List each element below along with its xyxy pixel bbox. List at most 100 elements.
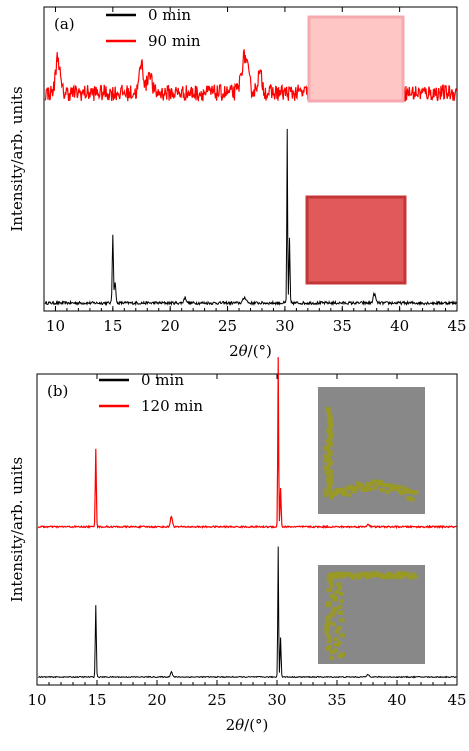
inset-crystal	[327, 450, 333, 454]
inset-crystal	[390, 484, 396, 489]
inset-crystal	[400, 485, 406, 490]
inset-crystal	[408, 489, 413, 494]
inset-crystal	[326, 428, 332, 433]
inset-crystal	[329, 584, 335, 589]
panel-label: (a)	[54, 15, 75, 33]
inset-crystal	[324, 624, 330, 628]
inset-crystal	[324, 471, 330, 476]
inset-crystal	[336, 625, 342, 630]
inset-photo	[305, 195, 407, 285]
x-tick-label: 40	[390, 317, 409, 335]
inset-crystal	[337, 605, 343, 610]
inset-crystal	[334, 642, 340, 647]
inset-crystal	[328, 475, 334, 480]
panel-a: 10 15 20 25 30 35 40 45 2θ/(°) Intensity/arb. uni…	[8, 6, 467, 360]
inset-crystal	[324, 627, 330, 632]
inset-crystal	[404, 487, 410, 492]
inset-crystal	[328, 495, 334, 500]
inset-crystal	[326, 639, 332, 644]
inset-crystal	[328, 432, 334, 437]
inset-crystal	[327, 452, 333, 457]
x-tick-label: 35	[333, 317, 352, 335]
inset-crystal	[325, 439, 331, 444]
inset-crystal	[327, 417, 333, 422]
inset-crystal	[413, 490, 419, 495]
inset-crystal	[362, 488, 368, 492]
inset-crystal	[348, 484, 354, 489]
inset-crystal	[353, 486, 359, 491]
plot-frame	[36, 373, 458, 686]
inset-crystal	[337, 610, 343, 615]
x-tick-label: 45	[447, 317, 466, 335]
inset-crystal	[329, 575, 335, 580]
inset-crystal	[323, 492, 329, 497]
x-axis-label: 2θ/(°)	[226, 716, 269, 734]
y-axis-label: Intensity/arb. units	[8, 86, 26, 231]
inset-crystal	[368, 571, 374, 576]
inset-crystal	[324, 488, 330, 493]
inset-crystal	[336, 641, 342, 645]
inset-crystal	[326, 484, 332, 489]
series-line-1	[37, 357, 457, 530]
inset-crystal	[328, 469, 333, 474]
inset-crystal	[411, 572, 417, 577]
inset-crystal	[329, 612, 335, 617]
x-tick-label: 10	[46, 317, 65, 335]
inset-crystal	[338, 654, 343, 659]
inset-crystal	[357, 575, 362, 580]
inset-crystal	[397, 572, 403, 577]
series-line-0	[44, 128, 457, 307]
x-tick-label: 25	[218, 317, 237, 335]
inset-crystal	[383, 483, 389, 488]
inset-crystal	[358, 482, 364, 487]
inset-crystal	[335, 571, 341, 576]
inset-crystal	[336, 582, 342, 587]
legend-label: 120 min	[141, 397, 203, 415]
legend-label: 0 min	[141, 371, 184, 389]
x-tick-label: 25	[207, 691, 226, 709]
inset-fill	[306, 196, 406, 284]
inset-crystal	[325, 407, 331, 411]
panel-b: 10 15 20 25 30 35 40 45 2θ/(°) Intensity/arb. uni…	[8, 357, 467, 734]
inset-crystal	[413, 574, 419, 579]
inset-photo	[318, 387, 425, 514]
inset-crystal	[395, 484, 401, 489]
inset-crystal	[330, 622, 336, 627]
inset-crystal	[393, 575, 399, 580]
inset-crystal	[332, 648, 338, 653]
inset-crystal	[355, 481, 361, 486]
inset-crystal	[325, 620, 331, 625]
inset-crystal	[364, 575, 370, 580]
inset-crystal	[384, 575, 390, 580]
inset-crystal	[334, 590, 340, 594]
inset-crystal	[399, 575, 405, 579]
inset-crystal	[324, 447, 330, 452]
inset-crystal	[329, 593, 335, 598]
inset-crystal	[338, 591, 344, 596]
x-tick-label: 40	[387, 691, 406, 709]
inset-crystal	[327, 482, 333, 487]
panel-label: (b)	[47, 382, 68, 400]
inset-crystal	[326, 635, 332, 640]
inset-crystal	[325, 616, 331, 621]
inset-crystal	[328, 460, 334, 465]
legend-label: 0 min	[148, 6, 191, 24]
inset-crystal	[332, 597, 338, 602]
inset-crystal	[385, 490, 391, 494]
inset-crystal	[362, 571, 368, 576]
inset-fill	[308, 16, 404, 102]
y-axis-label: Intensity/arb. units	[8, 457, 26, 602]
inset-crystal	[387, 572, 393, 577]
inset-crystal	[371, 479, 377, 484]
inset-crystal	[351, 575, 357, 580]
inset-edge	[305, 195, 407, 285]
inset-crystal	[326, 588, 332, 593]
inset-crystal	[406, 496, 412, 501]
inset-crystal	[333, 637, 339, 642]
x-tick-label: 20	[147, 691, 166, 709]
inset-crystal	[325, 646, 331, 651]
inset-crystal	[402, 489, 408, 494]
x-axis-label: 2θ/(°)	[229, 342, 272, 360]
